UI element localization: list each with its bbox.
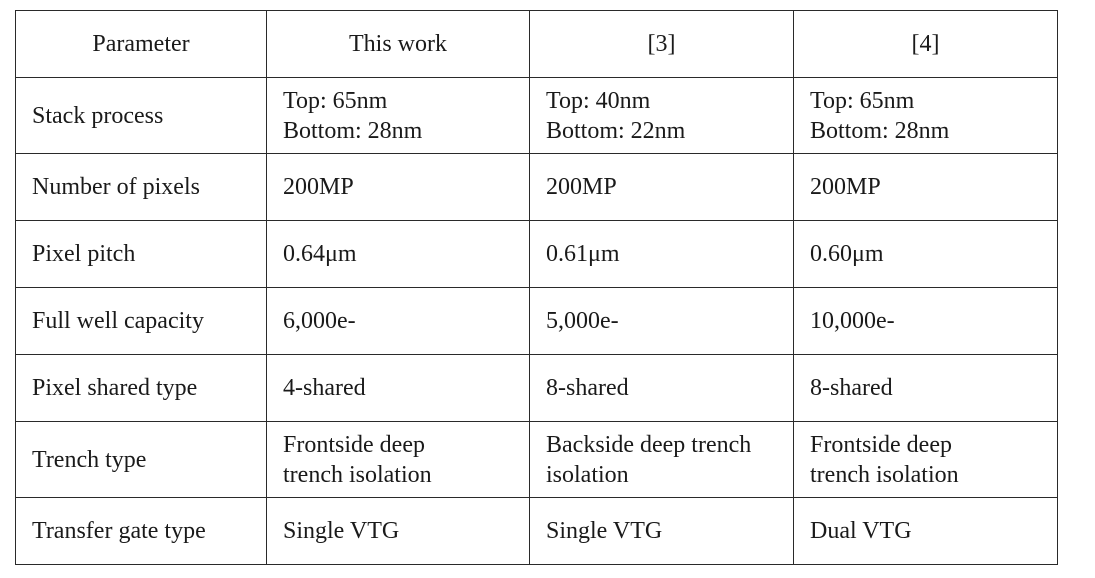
table-cell: 10,000e-	[793, 287, 1058, 355]
table-cell: Single VTG	[529, 497, 794, 565]
header-ref-3: [3]	[529, 10, 794, 78]
cell-line: Frontside deep	[283, 431, 425, 458]
table-header-row: Parameter This work [3] [4]	[15, 10, 1058, 78]
table-cell: 0.64μm	[266, 220, 530, 288]
cell-line: Bottom: 28nm	[810, 117, 950, 144]
table-cell: 0.61μm	[529, 220, 794, 288]
table-cell: Frontside deep trench isolation	[793, 421, 1058, 498]
comparison-table: Parameter This work [3] [4] Stack proces…	[15, 10, 1058, 565]
cell-line: Top: 40nm	[546, 87, 651, 114]
table-cell: 200MP	[529, 153, 794, 221]
table-row: Trench type Frontside deep trench isolat…	[15, 421, 1058, 498]
table-cell: Backside deep trench isolation	[529, 421, 794, 498]
cell-line: trench isolation	[283, 461, 432, 488]
row-label: Stack process	[15, 77, 267, 154]
cell-line: Backside deep trench	[546, 431, 752, 458]
cell-line: Bottom: 28nm	[283, 117, 423, 144]
table-row: Transfer gate type Single VTG Single VTG…	[15, 497, 1058, 565]
cell-line: trench isolation	[810, 461, 959, 488]
row-label: Number of pixels	[15, 153, 267, 221]
table-row: Pixel pitch 0.64μm 0.61μm 0.60μm	[15, 220, 1058, 288]
table-cell: Single VTG	[266, 497, 530, 565]
table-cell: 200MP	[793, 153, 1058, 221]
table-cell: Top: 65nm Bottom: 28nm	[793, 77, 1058, 154]
table-cell: 0.60μm	[793, 220, 1058, 288]
table-cell: 8-shared	[529, 354, 794, 422]
table-row: Full well capacity 6,000e- 5,000e- 10,00…	[15, 287, 1058, 355]
row-label: Transfer gate type	[15, 497, 267, 565]
header-ref-4: [4]	[793, 10, 1058, 78]
cell-line: Bottom: 22nm	[546, 117, 686, 144]
table-row: Stack process Top: 65nm Bottom: 28nm Top…	[15, 77, 1058, 154]
row-label: Full well capacity	[15, 287, 267, 355]
table-cell: Frontside deep trench isolation	[266, 421, 530, 498]
table-cell: Top: 40nm Bottom: 22nm	[529, 77, 794, 154]
table-cell: Dual VTG	[793, 497, 1058, 565]
table-row: Pixel shared type 4-shared 8-shared 8-sh…	[15, 354, 1058, 422]
cell-line: Top: 65nm	[283, 87, 388, 114]
row-label: Pixel pitch	[15, 220, 267, 288]
table-cell: Top: 65nm Bottom: 28nm	[266, 77, 530, 154]
row-label: Trench type	[15, 421, 267, 498]
row-label: Pixel shared type	[15, 354, 267, 422]
table-cell: 5,000e-	[529, 287, 794, 355]
comparison-table-container: Parameter This work [3] [4] Stack proces…	[15, 10, 1058, 565]
cell-line: Frontside deep	[810, 431, 952, 458]
cell-line: Top: 65nm	[810, 87, 915, 114]
table-cell: 6,000e-	[266, 287, 530, 355]
table-row: Number of pixels 200MP 200MP 200MP	[15, 153, 1058, 221]
header-parameter: Parameter	[15, 10, 267, 78]
table-cell: 4-shared	[266, 354, 530, 422]
table-cell: 8-shared	[793, 354, 1058, 422]
header-this-work: This work	[266, 10, 530, 78]
cell-line: isolation	[546, 461, 629, 488]
table-cell: 200MP	[266, 153, 530, 221]
